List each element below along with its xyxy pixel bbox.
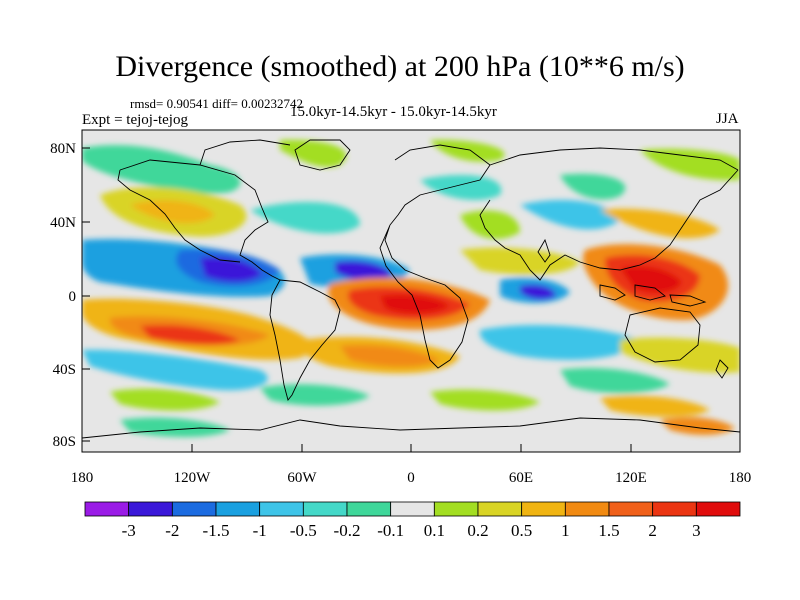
colorbar-label: 0.2 [467,521,488,540]
colorbar-label: -0.2 [334,521,361,540]
lon-label: 180 [729,470,752,486]
colorbar [84,501,741,517]
longitude-labels: 180 120W 60W 0 60E 120E 180 [71,470,752,486]
colorbar-swatch [215,501,261,517]
colorbar-swatch [608,501,654,517]
colorbar-swatch [695,501,741,517]
colorbar-label: 0.1 [424,521,445,540]
lat-label: 40S [53,362,76,378]
lat-label: 80N [50,141,76,157]
colorbar-swatch [564,501,610,517]
lon-label: 0 [407,470,415,486]
colorbar-swatch [84,501,130,517]
colorbar-label: 2 [648,521,657,540]
experiment-line: Expt = tejoj-tejog [82,112,188,128]
axis-ticks [81,147,741,452]
lat-label: 0 [69,289,77,305]
colorbar-swatch [171,501,217,517]
lon-label: 60W [287,470,317,486]
colorbar-label: -1.5 [203,521,230,540]
colorbar-label: -1 [253,521,267,540]
colorbar-label: -3 [122,521,136,540]
colorbar-label: 0.5 [511,521,532,540]
colorbar-label: 1 [561,521,570,540]
lat-label: 40N [50,215,76,231]
colorbar-swatch [521,501,566,517]
map-title: Divergence (smoothed) at 200 hPa (10**6 … [115,50,685,83]
colorbar-label: -0.1 [377,521,404,540]
colorbar-swatch [652,501,697,517]
period-line: 15.0kyr-14.5kyr - 15.0kyr-14.5kyr [290,104,497,120]
colorbar-swatch [477,501,523,517]
stats-line: rmsd= 0.90541 diff= 0.00232742 [130,96,303,111]
coastlines [82,139,740,439]
colorbar-label: -2 [165,521,179,540]
colorbar-swatch [346,501,392,517]
lon-label: 120E [615,470,647,486]
colorbar-swatch [433,501,479,517]
divergence-field [82,139,740,437]
season-label: JJA [716,111,739,127]
lon-label: 180 [71,470,94,486]
colorbar-label: 1.5 [598,521,619,540]
colorbar-label: 3 [692,521,701,540]
lon-label: 120W [174,470,212,486]
latitude-labels: 80N 40N 0 40S 80S [50,141,76,450]
colorbar-label: -0.5 [290,521,317,540]
lat-label: 80S [53,434,76,450]
lon-label: 60E [509,470,533,486]
colorbar-swatch [128,501,173,517]
colorbar-swatch [302,501,348,517]
colorbar-labels: -3 -2 -1.5 -1 -0.5 -0.2 -0.1 0.1 0.2 0.5 1 1.5 2 3 [122,521,701,540]
colorbar-swatch [390,501,435,517]
colorbar-swatch [259,501,304,517]
